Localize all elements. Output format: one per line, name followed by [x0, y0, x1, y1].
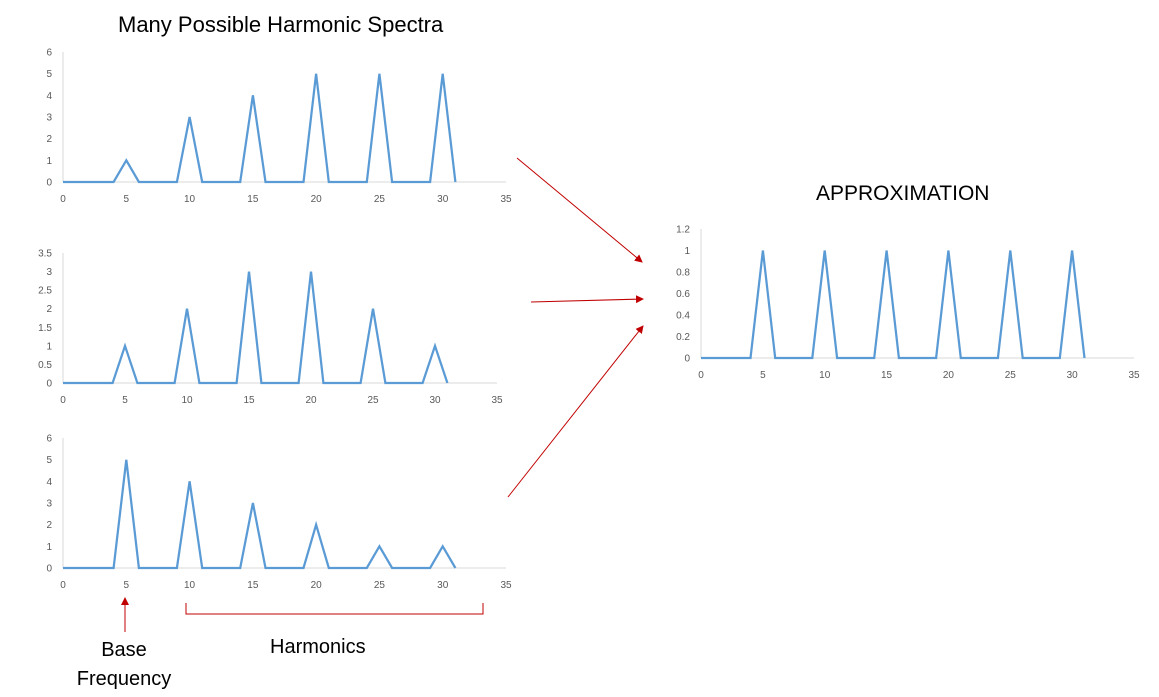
x-tick-label: 0 — [60, 194, 66, 205]
arrow-chart3-to-approx — [507, 325, 644, 498]
x-tick-label: 0 — [60, 395, 66, 406]
x-tick-label: 10 — [181, 395, 193, 406]
x-tick-label: 25 — [367, 395, 379, 406]
arrows-group — [121, 157, 644, 632]
x-tick-label: 35 — [500, 194, 512, 205]
chart-3: 0 5 10 15 20 25 30 35 0 1 2 3 4 5 6 — [46, 434, 512, 592]
page-title: Many Possible Harmonic Spectra — [118, 12, 444, 37]
y-tick-label: 1.5 — [38, 323, 52, 334]
series-line — [701, 250, 1086, 360]
x-tick-label: 35 — [491, 395, 503, 406]
y-tick-label: 0.8 — [676, 268, 690, 279]
x-tick-label: 20 — [943, 370, 955, 381]
y-tick-label: 5 — [46, 455, 52, 466]
x-tick-label: 20 — [311, 580, 323, 591]
y-tick-label: 1 — [46, 542, 52, 553]
y-tick-label: 1 — [46, 341, 52, 352]
y-tick-label: 3 — [46, 499, 52, 510]
series-line — [63, 459, 457, 570]
y-tick-label: 4 — [46, 477, 52, 488]
x-tick-label: 5 — [124, 194, 130, 205]
x-tick-label: 35 — [1128, 370, 1140, 381]
x-tick-label: 15 — [243, 395, 255, 406]
y-tick-label: 2 — [46, 520, 52, 531]
x-tick-label: 15 — [247, 580, 259, 591]
x-tick-label: 10 — [184, 580, 196, 591]
x-tick-label: 25 — [374, 194, 386, 205]
y-tick-label: 0.6 — [676, 289, 690, 300]
x-tick-label: 5 — [124, 580, 130, 591]
x-tick-label: 5 — [760, 370, 766, 381]
y-tick-label: 3.5 — [38, 249, 52, 260]
y-tick-label: 3 — [46, 267, 52, 278]
y-tick-label: 0 — [46, 379, 52, 390]
x-tick-label: 25 — [374, 580, 386, 591]
y-tick-label: 2 — [46, 304, 52, 315]
chart-4: 0 5 10 15 20 25 30 35 0 0.2 0.4 0.6 0.8 1 1.2 — [676, 225, 1140, 382]
chart-2: 0 5 10 15 20 25 30 35 0 0.5 1 1.5 2 2.5 3 3.5 — [38, 249, 503, 407]
y-tick-label: 2.5 — [38, 286, 52, 297]
y-tick-label: 0.5 — [38, 360, 52, 371]
approximation-title: APPROXIMATION — [816, 182, 990, 205]
harmonics-label: Harmonics — [270, 636, 366, 658]
x-tick-label: 10 — [184, 194, 196, 205]
x-tick-label: 0 — [60, 580, 66, 591]
x-tick-label: 25 — [1005, 370, 1017, 381]
x-tick-label: 15 — [247, 194, 259, 205]
y-tick-label: 0.2 — [676, 332, 690, 343]
y-tick-label: 6 — [46, 434, 52, 445]
x-tick-label: 30 — [429, 395, 441, 406]
x-tick-label: 30 — [437, 580, 449, 591]
y-tick-label: 1 — [46, 156, 52, 167]
y-tick-label: 1 — [684, 246, 690, 257]
x-tick-label: 15 — [881, 370, 893, 381]
x-tick-label: 35 — [500, 580, 512, 591]
x-tick-label: 0 — [698, 370, 704, 381]
y-tick-label: 6 — [46, 48, 52, 59]
y-tick-label: 0.4 — [676, 311, 690, 322]
arrow-chart2-to-approx — [530, 295, 644, 304]
y-tick-label: 4 — [46, 91, 52, 102]
y-tick-label: 3 — [46, 113, 52, 124]
y-tick-label: 0 — [46, 178, 52, 189]
harmonics-bracket — [185, 603, 484, 615]
x-tick-label: 30 — [1067, 370, 1079, 381]
x-tick-label: 30 — [437, 194, 449, 205]
x-tick-label: 20 — [305, 395, 317, 406]
series-line — [63, 73, 457, 184]
arrow-chart1-to-approx — [516, 157, 643, 263]
y-tick-label: 0 — [46, 564, 52, 575]
y-tick-label: 0 — [684, 354, 690, 365]
chart-1: 0 5 10 15 20 25 30 35 0 1 2 3 4 5 6 — [46, 48, 512, 206]
x-tick-label: 5 — [122, 395, 128, 406]
x-tick-label: 10 — [819, 370, 831, 381]
series-line — [63, 271, 449, 385]
x-tick-label: 20 — [311, 194, 323, 205]
y-tick-label: 2 — [46, 134, 52, 145]
y-tick-label: 5 — [46, 69, 52, 80]
y-tick-label: 1.2 — [676, 225, 690, 236]
base-frequency-label: Base Frequency — [76, 639, 172, 690]
